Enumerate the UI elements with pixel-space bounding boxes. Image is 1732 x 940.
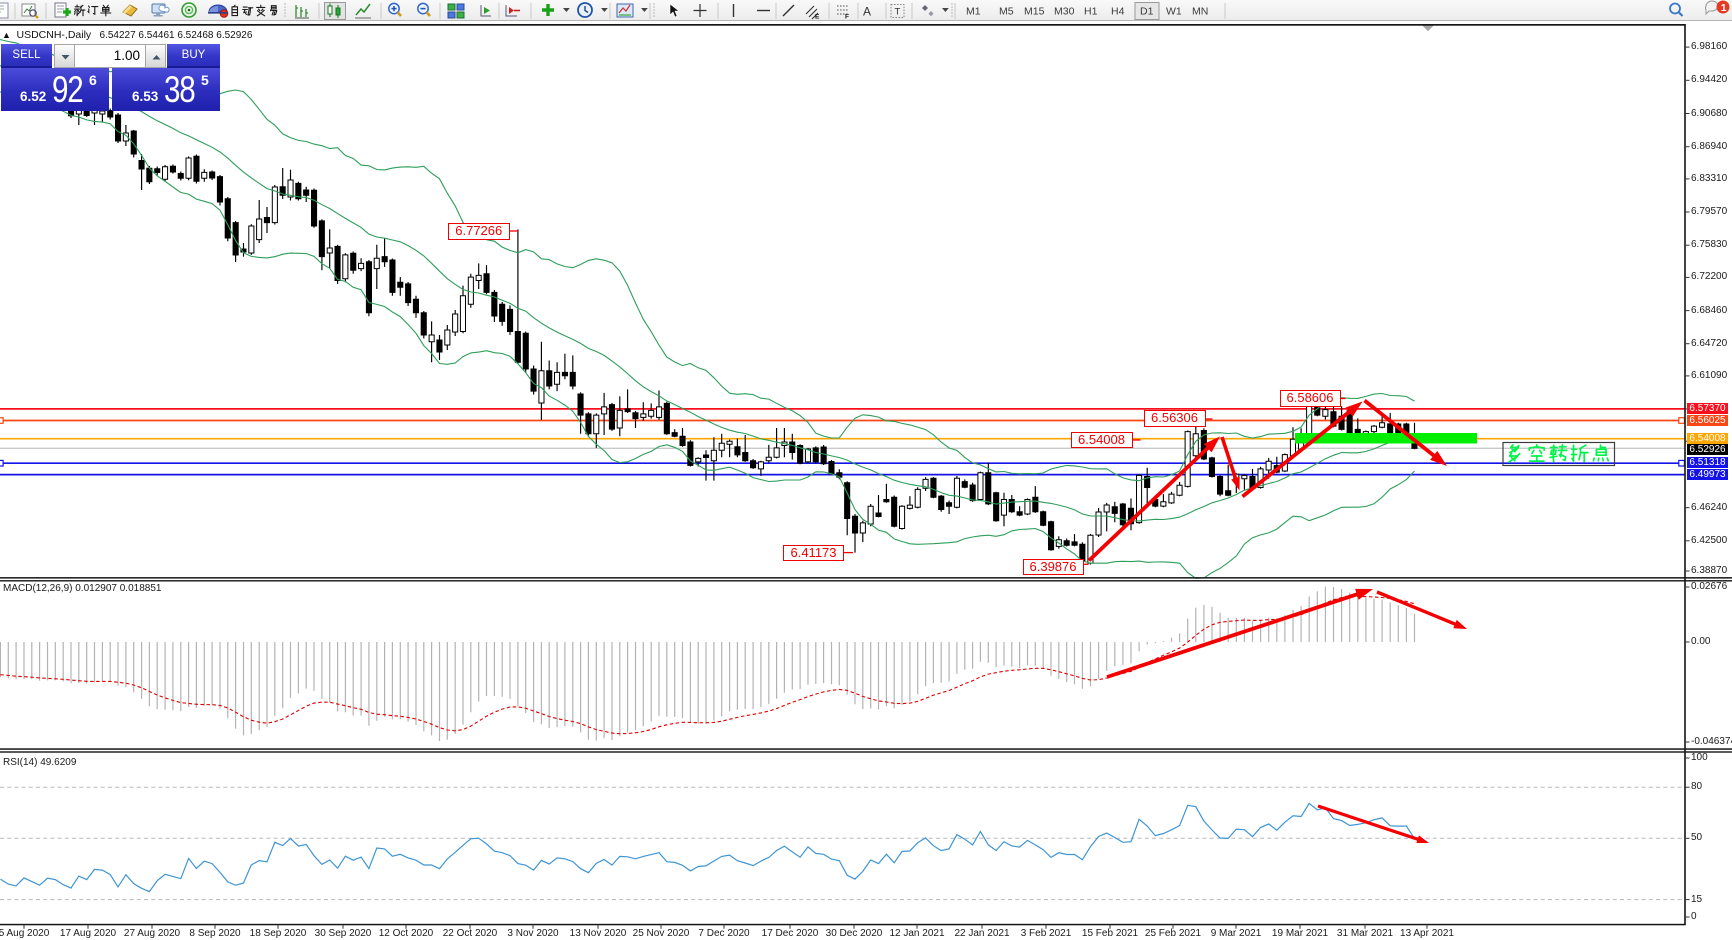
svg-text:D1: D1 (1140, 6, 1154, 18)
svg-text:M30: M30 (1054, 6, 1075, 18)
svg-text:W1: W1 (1166, 6, 1182, 18)
svg-text:H1: H1 (1084, 6, 1098, 18)
svg-text:T: T (895, 7, 901, 18)
svg-text:M15: M15 (1024, 6, 1045, 18)
svg-text:M1: M1 (966, 6, 981, 18)
svg-text:MN: MN (1192, 6, 1208, 18)
svg-text:F: F (845, 14, 849, 21)
svg-text:1: 1 (1721, 2, 1727, 14)
svg-text:A: A (863, 5, 871, 19)
svg-text:M5: M5 (999, 6, 1014, 18)
svg-text:H4: H4 (1111, 6, 1125, 18)
svg-text:E: E (815, 14, 820, 21)
